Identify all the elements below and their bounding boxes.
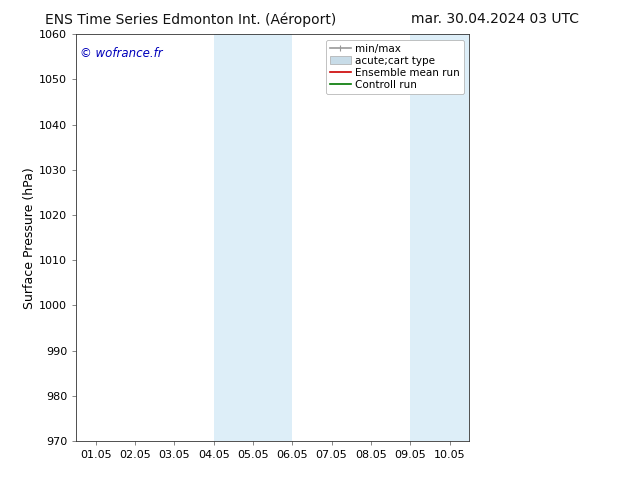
Bar	[214, 34, 292, 441]
Text: mar. 30.04.2024 03 UTC: mar. 30.04.2024 03 UTC	[411, 12, 578, 26]
Text: © wofrance.fr: © wofrance.fr	[80, 47, 163, 59]
Y-axis label: Surface Pressure (hPa): Surface Pressure (hPa)	[23, 167, 36, 309]
Text: ENS Time Series Edmonton Int. (Aéroport): ENS Time Series Edmonton Int. (Aéroport)	[44, 12, 336, 27]
Legend: min/max, acute;cart type, Ensemble mean run, Controll run: min/max, acute;cart type, Ensemble mean …	[326, 40, 464, 94]
Bar	[410, 34, 469, 441]
